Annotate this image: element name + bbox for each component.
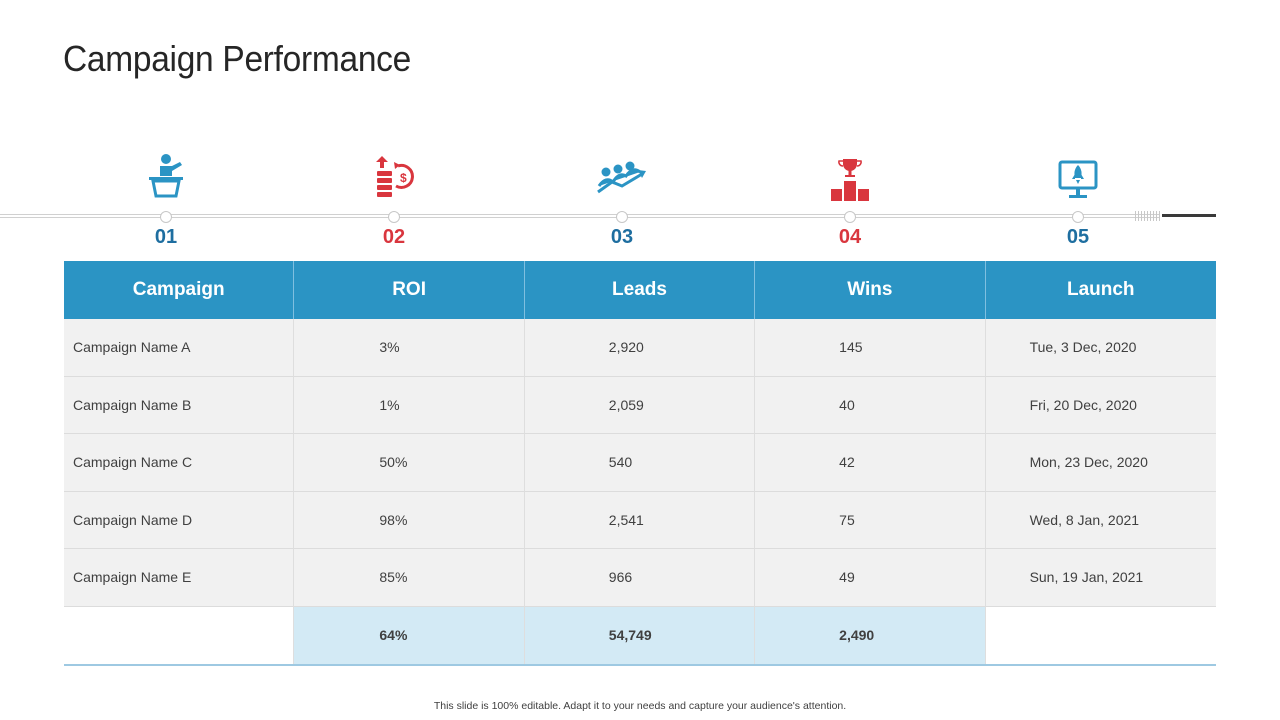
cell-wins: 49 bbox=[755, 549, 986, 607]
cell-launch: Sun, 19 Jan, 2021 bbox=[985, 549, 1216, 607]
cell-campaign: Campaign Name E bbox=[64, 549, 295, 607]
timeline-line bbox=[0, 214, 1160, 218]
svg-text:$: $ bbox=[400, 171, 407, 185]
step-number: 02 bbox=[382, 226, 406, 248]
timeline-dot bbox=[616, 211, 628, 223]
cell-wins: 145 bbox=[755, 319, 986, 377]
trophy-podium-icon bbox=[830, 152, 870, 202]
timeline-dot bbox=[844, 211, 856, 223]
cell-leads: 966 bbox=[524, 549, 756, 607]
timeline-hatch bbox=[1135, 211, 1161, 221]
cell-roi: 50% bbox=[294, 434, 525, 492]
rocket-monitor-icon bbox=[1058, 152, 1098, 202]
timeline-dot bbox=[388, 211, 400, 223]
footer-note: This slide is 100% editable. Adapt it to… bbox=[433, 700, 847, 712]
step-number: 05 bbox=[1066, 226, 1090, 248]
step-number: 04 bbox=[838, 226, 862, 248]
cell-leads: 2,920 bbox=[524, 319, 756, 377]
cell-wins: 42 bbox=[755, 434, 986, 492]
cell-leads: 540 bbox=[524, 434, 756, 492]
cell-roi: 1% bbox=[294, 376, 525, 434]
campaign-table: Campaign ROI Leads Wins Launch Campaign … bbox=[64, 261, 1216, 666]
total-roi: 64% bbox=[294, 606, 525, 664]
timeline-dot bbox=[160, 211, 172, 223]
cell-roi: 3% bbox=[294, 319, 525, 377]
column-header-leads[interactable]: Leads bbox=[524, 261, 756, 319]
table-row: Campaign Name D 98% 2,541 75 Wed, 8 Jan,… bbox=[64, 491, 1216, 549]
table-row: Campaign Name C 50% 540 42 Mon, 23 Dec, … bbox=[64, 434, 1216, 492]
column-header-campaign[interactable]: Campaign bbox=[64, 261, 295, 319]
table-row: Campaign Name A 3% 2,920 145 Tue, 3 Dec,… bbox=[64, 319, 1216, 377]
timeline: 01 $ 02 bbox=[0, 150, 1280, 250]
total-cell-campaign bbox=[64, 606, 295, 664]
cell-leads: 2,541 bbox=[524, 491, 756, 549]
team-growth-icon bbox=[596, 152, 648, 202]
cell-wins: 75 bbox=[755, 491, 986, 549]
cell-campaign: Campaign Name A bbox=[64, 319, 295, 377]
cell-campaign: Campaign Name C bbox=[64, 434, 295, 492]
cell-launch: Mon, 23 Dec, 2020 bbox=[985, 434, 1216, 492]
page-title: Campaign Performance bbox=[63, 38, 411, 79]
column-header-roi[interactable]: ROI bbox=[294, 261, 525, 319]
total-leads: 54,749 bbox=[524, 606, 756, 664]
cell-roi: 98% bbox=[294, 491, 525, 549]
cell-campaign: Campaign Name B bbox=[64, 376, 295, 434]
table-total-row: 64% 54,749 2,490 bbox=[64, 606, 1216, 664]
timeline-end-bar bbox=[1162, 214, 1216, 217]
cell-leads: 2,059 bbox=[524, 376, 756, 434]
step-number: 03 bbox=[610, 226, 634, 248]
column-header-wins[interactable]: Wins bbox=[755, 261, 986, 319]
money-growth-icon: $ bbox=[374, 152, 414, 202]
column-header-launch[interactable]: Launch bbox=[985, 261, 1216, 319]
total-cell-launch bbox=[985, 606, 1216, 664]
step-number: 01 bbox=[154, 226, 178, 248]
total-wins: 2,490 bbox=[755, 606, 986, 664]
cell-launch: Tue, 3 Dec, 2020 bbox=[985, 319, 1216, 377]
cell-wins: 40 bbox=[755, 376, 986, 434]
table-row: Campaign Name E 85% 966 49 Sun, 19 Jan, … bbox=[64, 549, 1216, 607]
cell-launch: Wed, 8 Jan, 2021 bbox=[985, 491, 1216, 549]
cell-campaign: Campaign Name D bbox=[64, 491, 295, 549]
presenter-podium-icon bbox=[146, 152, 186, 202]
cell-roi: 85% bbox=[294, 549, 525, 607]
timeline-dot bbox=[1072, 211, 1084, 223]
table-header-row: Campaign ROI Leads Wins Launch bbox=[64, 261, 1216, 319]
cell-launch: Fri, 20 Dec, 2020 bbox=[985, 376, 1216, 434]
table-row: Campaign Name B 1% 2,059 40 Fri, 20 Dec,… bbox=[64, 376, 1216, 434]
